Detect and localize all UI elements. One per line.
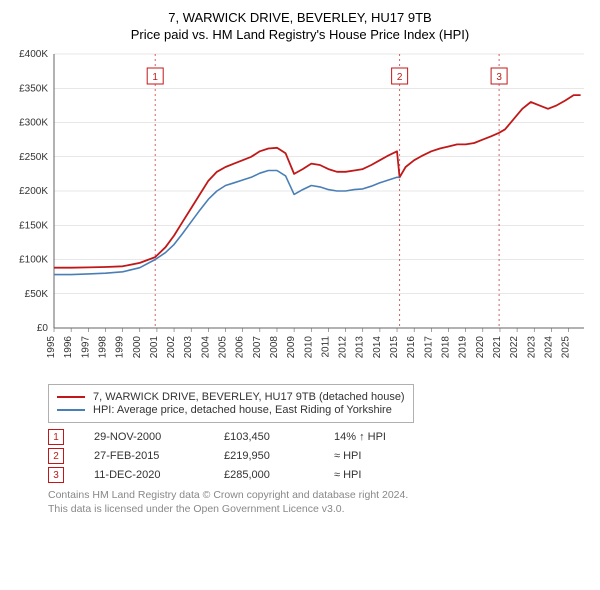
svg-text:2023: 2023	[526, 336, 537, 359]
sale-price: £219,950	[224, 450, 304, 462]
title-address: 7, WARWICK DRIVE, BEVERLEY, HU17 9TB	[8, 10, 592, 25]
svg-text:2007: 2007	[252, 336, 263, 359]
title-block: 7, WARWICK DRIVE, BEVERLEY, HU17 9TB Pri…	[8, 10, 592, 42]
svg-text:£0: £0	[37, 323, 49, 334]
sale-row: 1 29-NOV-2000 £103,450 14% ↑ HPI	[48, 429, 588, 445]
svg-text:1: 1	[152, 72, 158, 83]
chart-area: £0 £50K £100K £150K £200K £250K £300K £350K £400…	[8, 48, 592, 378]
chart-svg: £0 £50K £100K £150K £200K £250K £300K £350K £400…	[8, 48, 592, 378]
svg-text:2021: 2021	[492, 336, 503, 359]
svg-text:2013: 2013	[355, 336, 366, 359]
svg-text:2005: 2005	[218, 336, 229, 359]
sale-price: £285,000	[224, 469, 304, 481]
svg-text:2017: 2017	[423, 336, 434, 359]
sale-hpi: ≈ HPI	[334, 469, 424, 481]
svg-text:2001: 2001	[149, 336, 160, 359]
chart-container: 7, WARWICK DRIVE, BEVERLEY, HU17 9TB Pri…	[0, 0, 600, 524]
svg-text:£200K: £200K	[19, 186, 48, 197]
svg-text:£350K: £350K	[19, 83, 48, 94]
sale-marker: 1	[48, 429, 64, 445]
sale-row: 2 27-FEB-2015 £219,950 ≈ HPI	[48, 448, 588, 464]
svg-text:2003: 2003	[183, 336, 194, 359]
svg-text:1999: 1999	[115, 336, 126, 359]
svg-text:2022: 2022	[509, 336, 520, 359]
svg-text:2025: 2025	[561, 336, 572, 359]
svg-text:2019: 2019	[458, 336, 469, 359]
svg-text:2014: 2014	[372, 336, 383, 359]
svg-text:£300K: £300K	[19, 118, 48, 129]
svg-text:£150K: £150K	[19, 220, 48, 231]
svg-text:2008: 2008	[269, 336, 280, 359]
legend-item: HPI: Average price, detached house, East…	[57, 404, 405, 416]
sales-table: 1 29-NOV-2000 £103,450 14% ↑ HPI 2 27-FEB-201…	[48, 429, 588, 483]
svg-text:1998: 1998	[97, 336, 108, 359]
sale-hpi: 14% ↑ HPI	[334, 431, 424, 443]
svg-text:2004: 2004	[200, 336, 211, 359]
legend-label: 7, WARWICK DRIVE, BEVERLEY, HU17 9TB (de…	[93, 391, 405, 403]
legend-swatch	[57, 396, 85, 398]
svg-text:2015: 2015	[389, 336, 400, 359]
sale-hpi: ≈ HPI	[334, 450, 424, 462]
svg-text:2010: 2010	[303, 336, 314, 359]
svg-text:2009: 2009	[286, 336, 297, 359]
footer-line1: Contains HM Land Registry data © Crown c…	[48, 489, 588, 503]
legend: 7, WARWICK DRIVE, BEVERLEY, HU17 9TB (de…	[48, 384, 414, 423]
sale-date: 11-DEC-2020	[94, 469, 194, 481]
legend-label: HPI: Average price, detached house, East…	[93, 404, 392, 416]
svg-text:£250K: £250K	[19, 152, 48, 163]
svg-text:2012: 2012	[338, 336, 349, 359]
svg-text:£400K: £400K	[19, 49, 48, 60]
svg-text:2016: 2016	[406, 336, 417, 359]
svg-text:1997: 1997	[80, 336, 91, 359]
svg-text:2002: 2002	[166, 336, 177, 359]
svg-text:1995: 1995	[46, 336, 57, 359]
legend-swatch	[57, 409, 85, 411]
svg-text:2011: 2011	[320, 336, 331, 358]
svg-text:£50K: £50K	[25, 289, 49, 300]
svg-text:2006: 2006	[235, 336, 246, 359]
svg-text:2024: 2024	[543, 336, 554, 359]
sale-row: 3 11-DEC-2020 £285,000 ≈ HPI	[48, 467, 588, 483]
svg-text:2000: 2000	[132, 336, 143, 359]
sale-date: 27-FEB-2015	[94, 450, 194, 462]
footer-line2: This data is licensed under the Open Gov…	[48, 503, 588, 517]
svg-text:2: 2	[397, 72, 403, 83]
sale-date: 29-NOV-2000	[94, 431, 194, 443]
sale-marker: 3	[48, 467, 64, 483]
svg-text:2018: 2018	[440, 336, 451, 359]
footer-note: Contains HM Land Registry data © Crown c…	[48, 489, 588, 516]
svg-text:1996: 1996	[63, 336, 74, 359]
legend-item: 7, WARWICK DRIVE, BEVERLEY, HU17 9TB (de…	[57, 391, 405, 403]
svg-text:2020: 2020	[475, 336, 486, 359]
sale-marker: 2	[48, 448, 64, 464]
sale-price: £103,450	[224, 431, 304, 443]
svg-text:£100K: £100K	[19, 255, 48, 266]
svg-text:3: 3	[496, 72, 502, 83]
title-subtitle: Price paid vs. HM Land Registry's House …	[8, 27, 592, 42]
